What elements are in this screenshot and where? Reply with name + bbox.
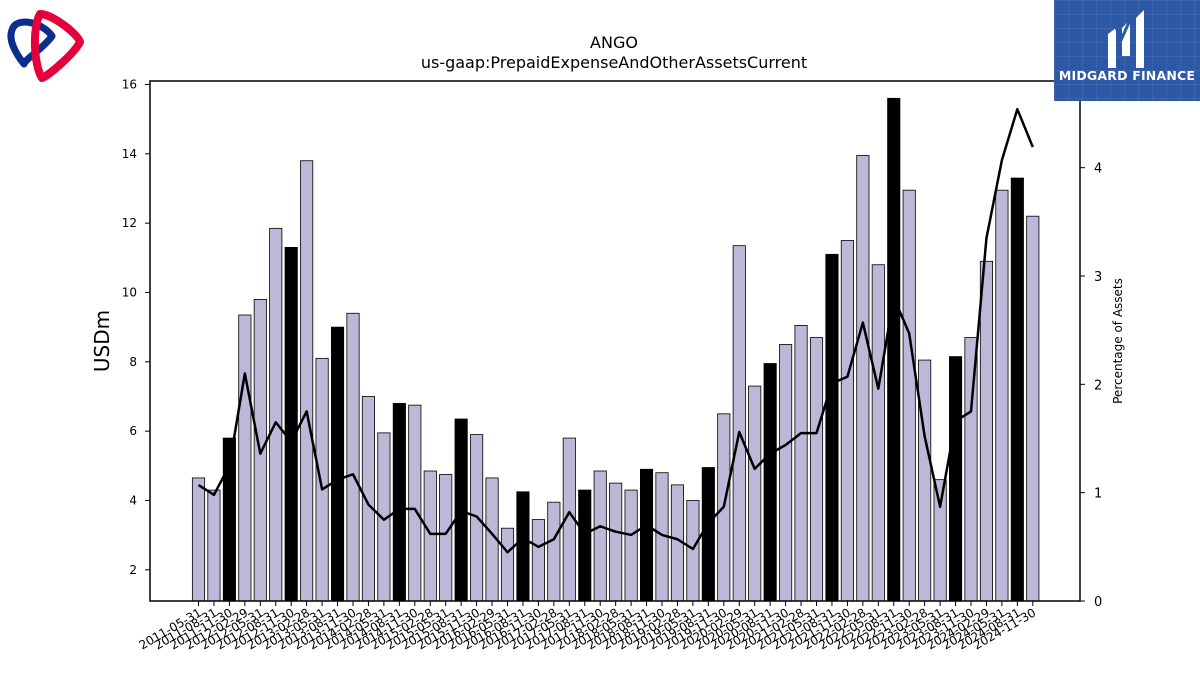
bar-2021-05-31 bbox=[809, 337, 824, 602]
brand-logo-right: MIDGARD FINANCE bbox=[1054, 0, 1200, 101]
bar-2021-11-30 bbox=[840, 240, 854, 602]
bar-2024-02-29 bbox=[979, 260, 993, 602]
plot-frame bbox=[149, 80, 1081, 602]
bar-2013-05-31 bbox=[315, 357, 329, 602]
bar-2019-05-31 bbox=[686, 500, 700, 602]
y2-tick-label: 4 bbox=[1094, 162, 1102, 177]
bar-2013-08-31 bbox=[330, 326, 345, 602]
bar-2018-08-31 bbox=[640, 468, 654, 602]
bar-2023-05-31 bbox=[933, 479, 947, 602]
bar-2019-08-31 bbox=[701, 467, 715, 602]
bar-2011-05-31 bbox=[191, 477, 206, 602]
x-axis: 2011-05-312011-08-312011-11-302012-02-29… bbox=[137, 601, 1038, 652]
bar-2015-05-31 bbox=[439, 474, 453, 602]
y2-tick-label: 1 bbox=[1094, 487, 1102, 502]
y2-tick-label: 0 bbox=[1094, 595, 1102, 610]
bar-2016-05-31 bbox=[500, 527, 515, 602]
bar-2024-05-31 bbox=[995, 189, 1009, 602]
bar-2020-11-30 bbox=[779, 344, 793, 602]
bar-2022-11-30 bbox=[902, 189, 916, 602]
y2-tick-label: 3 bbox=[1094, 270, 1102, 285]
y-tick-label: 8 bbox=[129, 355, 137, 369]
chart-subtitle: us-gaap:PrepaidExpenseAndOtherAssetsCurr… bbox=[421, 53, 807, 72]
y-tick-label: 4 bbox=[129, 493, 137, 507]
bar-2018-02-28 bbox=[609, 482, 623, 602]
bar-2014-08-31 bbox=[392, 402, 406, 602]
bar-2020-05-31 bbox=[748, 385, 762, 602]
bar-2012-08-31 bbox=[269, 227, 283, 602]
line-group bbox=[197, 107, 1034, 554]
percentage-line bbox=[197, 107, 1034, 554]
bar-2021-08-31 bbox=[825, 253, 839, 602]
bar-2012-02-29 bbox=[238, 314, 252, 602]
bar-2020-08-31 bbox=[763, 363, 777, 602]
bar-2012-11-30 bbox=[284, 246, 298, 602]
bar-2011-08-31 bbox=[207, 489, 221, 602]
bar-2014-11-30 bbox=[408, 404, 422, 602]
bar-2013-02-28 bbox=[300, 160, 314, 602]
y-tick-label: 12 bbox=[122, 216, 137, 230]
chart-title: ANGO bbox=[590, 33, 638, 52]
bar-2016-08-31 bbox=[516, 491, 530, 602]
bar-2021-02-28 bbox=[794, 324, 808, 602]
y-axis-label: USDm bbox=[90, 310, 114, 372]
y2-axis-label: Percentage of Assets bbox=[1111, 278, 1125, 404]
y2-tick-label: 2 bbox=[1094, 378, 1102, 393]
bar-2017-11-30 bbox=[593, 470, 607, 602]
bar-2016-11-30 bbox=[531, 519, 545, 602]
bar-2022-08-31 bbox=[887, 97, 901, 602]
brand-name: MIDGARD FINANCE bbox=[1058, 68, 1196, 83]
bar-2024-08-31 bbox=[1010, 177, 1024, 602]
bar-2023-02-28 bbox=[918, 359, 932, 602]
bar-2015-02-28 bbox=[423, 470, 437, 602]
bar-2022-05-31 bbox=[871, 264, 885, 602]
bar-2017-08-31 bbox=[578, 489, 592, 602]
ring-logo-icon bbox=[7, 10, 84, 82]
y-axis: 2 4 6 8 10 12 14 16 bbox=[122, 77, 150, 577]
y2-axis: 0 1 2 3 4 bbox=[1080, 162, 1102, 610]
bar-2022-02-28 bbox=[856, 155, 870, 602]
bar-2017-02-28 bbox=[547, 501, 561, 602]
bar-2024-11-30 bbox=[1026, 215, 1040, 602]
bar-2020-02-29 bbox=[732, 245, 746, 602]
midgard-mark-icon bbox=[1108, 10, 1144, 68]
y-tick-label: 2 bbox=[129, 563, 137, 577]
y-tick-label: 14 bbox=[122, 147, 137, 161]
bar-2013-11-30 bbox=[346, 312, 360, 602]
y-tick-label: 16 bbox=[122, 77, 137, 91]
bar-2018-05-31 bbox=[624, 489, 638, 602]
bar-2023-08-31 bbox=[949, 356, 963, 602]
y-tick-label: 6 bbox=[129, 424, 137, 438]
brand-logo-left bbox=[4, 8, 86, 82]
y-tick-label: 10 bbox=[122, 285, 137, 299]
